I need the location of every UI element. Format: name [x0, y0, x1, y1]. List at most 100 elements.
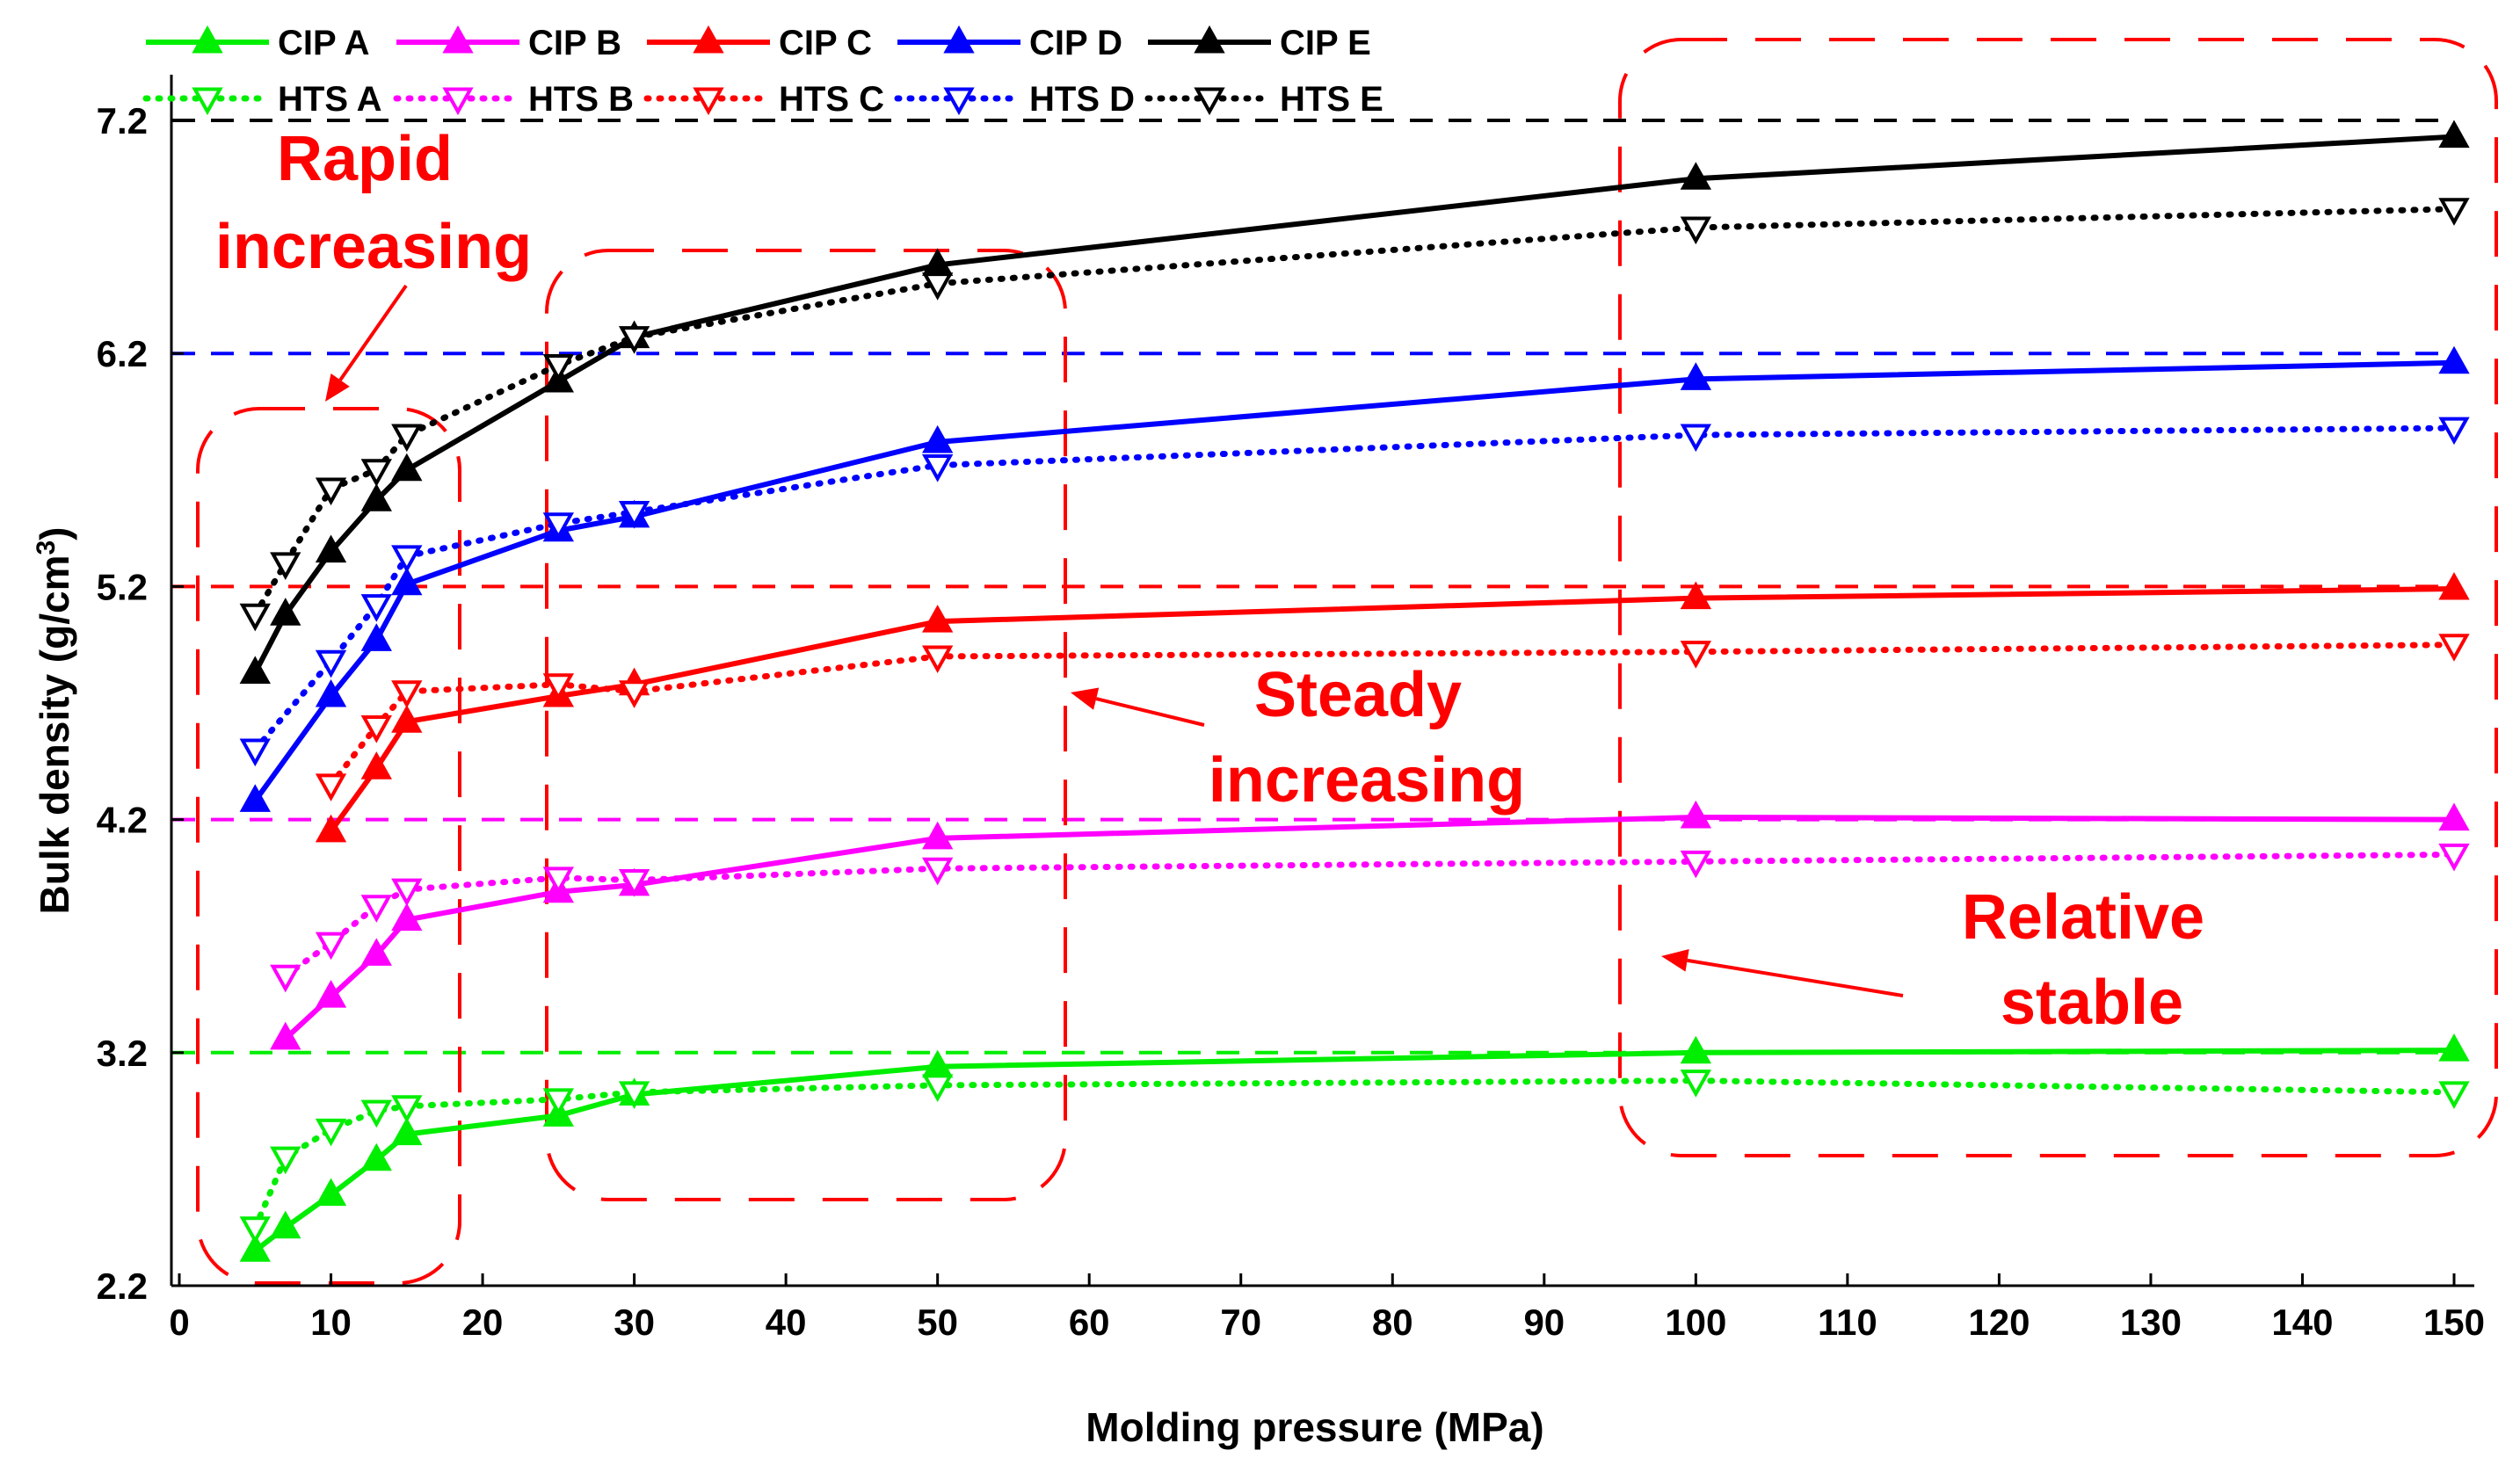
- point-hts-e-13: [360, 459, 392, 487]
- point-hts-e-7: [270, 552, 301, 580]
- point-hts-e-25: [542, 353, 574, 382]
- series-line-hts-d: [251, 424, 2458, 753]
- x-tick-label-40: 40: [766, 1302, 807, 1343]
- x-tick-label-120: 120: [1968, 1302, 2030, 1343]
- point-hts-b-100: [1680, 850, 1711, 879]
- legend-item-cip-e: CIP E: [1148, 24, 1371, 62]
- legend-item-hts-c: HTS C: [643, 80, 884, 119]
- y-tick-label-5.2: 5.2: [97, 566, 148, 607]
- point-cip-a-5: [239, 1234, 271, 1262]
- series-line-cip-e: [252, 134, 2455, 674]
- x-tick-label-60: 60: [1069, 1302, 1110, 1343]
- x-ticks: 0 10 20 30 40 50 60 70 80 90 100 110 120 130 140 150: [169, 1273, 2485, 1343]
- region-boxes: [196, 38, 2498, 1285]
- point-cip-d-15: [391, 567, 423, 596]
- point-cip-e-15: [391, 453, 423, 482]
- point-cip-b-100: [1680, 800, 1711, 829]
- x-tick-label-100: 100: [1665, 1302, 1726, 1343]
- series-hts-d: [239, 417, 2470, 767]
- series-line-hts-a: [251, 1077, 2458, 1231]
- series-cip-e: [239, 120, 2470, 685]
- point-hts-e-10: [315, 477, 347, 506]
- point-hts-d-30: [618, 501, 650, 529]
- point-hts-d-5: [239, 738, 271, 767]
- x-axis-title: Molding pressure (MPa): [1086, 1404, 1543, 1450]
- annotations: Rapid increasing Steady increasing Relat…: [215, 124, 2222, 1038]
- legend-item-cip-b: CIP B: [396, 24, 621, 62]
- point-cip-a-13: [360, 1142, 392, 1171]
- legend-item-cip-c: CIP C: [647, 24, 872, 62]
- x-tick-label-70: 70: [1220, 1302, 1261, 1343]
- point-hts-c-25: [542, 673, 574, 701]
- point-hts-a-100: [1680, 1070, 1711, 1098]
- legend-label-cip-d: CIP D: [1029, 24, 1122, 62]
- point-hts-d-100: [1680, 424, 1711, 453]
- point-hts-c-30: [618, 680, 650, 708]
- point-cip-b-7: [270, 1021, 301, 1050]
- point-hts-c-50: [922, 645, 954, 674]
- point-hts-c-15: [391, 680, 423, 708]
- series-line-hts-b: [282, 851, 2458, 979]
- point-cip-d-150: [2438, 345, 2470, 374]
- x-tick-label-140: 140: [2271, 1302, 2333, 1343]
- legend-label-hts-e: HTS E: [1280, 80, 1383, 119]
- point-hts-c-150: [2438, 634, 2470, 662]
- point-cip-e-150: [2438, 120, 2470, 149]
- point-hts-b-15: [391, 878, 423, 907]
- point-hts-e-50: [922, 272, 954, 301]
- annotation-steady-line2: increasing: [1209, 745, 1525, 816]
- axes: [170, 75, 2474, 1287]
- point-cip-e-100: [1680, 162, 1711, 190]
- point-cip-d-5: [239, 784, 271, 812]
- annotation-relative-line1: Relative: [1962, 882, 2204, 953]
- annotation-arrows: [325, 284, 1904, 997]
- y-ticks: 2.2 3.2 4.2 5.2 6.2 7.2: [97, 100, 184, 1307]
- series-cip-d: [239, 345, 2470, 812]
- point-hts-e-150: [2438, 198, 2470, 226]
- legend-item-cip-d: CIP D: [897, 24, 1122, 62]
- point-hts-b-25: [542, 867, 574, 895]
- y-axis-title-end: ): [32, 527, 77, 540]
- series-line-cip-a: [253, 1048, 2455, 1253]
- x-tick-label-90: 90: [1523, 1302, 1565, 1343]
- x-tick-label-130: 130: [2120, 1302, 2182, 1343]
- annotation-relative-stable: Relative stable: [1962, 882, 2222, 1038]
- region-steady: [545, 249, 1067, 1201]
- point-cip-c-13: [360, 751, 392, 780]
- series-hts-c: [315, 634, 2470, 801]
- point-cip-e-13: [360, 483, 392, 511]
- legend-label-cip-b: CIP B: [528, 24, 621, 62]
- point-hts-a-25: [542, 1088, 574, 1116]
- point-hts-d-25: [542, 512, 574, 540]
- point-cip-a-10: [315, 1178, 347, 1207]
- point-hts-a-7: [270, 1146, 301, 1175]
- point-hts-a-50: [922, 1074, 954, 1103]
- point-cip-b-50: [922, 821, 954, 850]
- point-cip-d-50: [922, 424, 954, 453]
- annotation-rapid-line1: Rapid: [277, 124, 453, 194]
- x-tick-label-80: 80: [1372, 1302, 1413, 1343]
- annotation-steady-increasing: Steady increasing: [1209, 660, 1525, 816]
- x-tick-label-50: 50: [917, 1302, 958, 1343]
- point-cip-b-15: [391, 903, 423, 932]
- series-layer: [239, 120, 2470, 1262]
- legend-item-hts-d: HTS D: [894, 80, 1135, 119]
- point-cip-e-5: [239, 656, 271, 685]
- point-hts-e-15: [391, 424, 423, 453]
- x-tick-label-20: 20: [462, 1302, 504, 1343]
- annotation-rapid-line2: increasing: [215, 212, 532, 282]
- point-hts-d-150: [2438, 417, 2470, 446]
- series-hts-e: [239, 198, 2470, 632]
- legend-label-hts-a: HTS A: [278, 80, 382, 119]
- legend: CIP A CIP B CIP C CIP D CIP E HTS A HTS B HTS C…: [142, 24, 1383, 119]
- legend-label-hts-d: HTS D: [1029, 80, 1135, 119]
- point-cip-c-100: [1680, 581, 1711, 610]
- point-cip-e-7: [270, 598, 301, 626]
- region-rapid: [196, 407, 461, 1285]
- point-cip-a-150: [2438, 1033, 2470, 1062]
- arrow-rapid: [325, 284, 408, 402]
- series-line-hts-e: [251, 206, 2458, 618]
- point-cip-c-150: [2438, 571, 2470, 600]
- point-cip-e-10: [315, 534, 347, 563]
- point-hts-a-150: [2438, 1081, 2470, 1109]
